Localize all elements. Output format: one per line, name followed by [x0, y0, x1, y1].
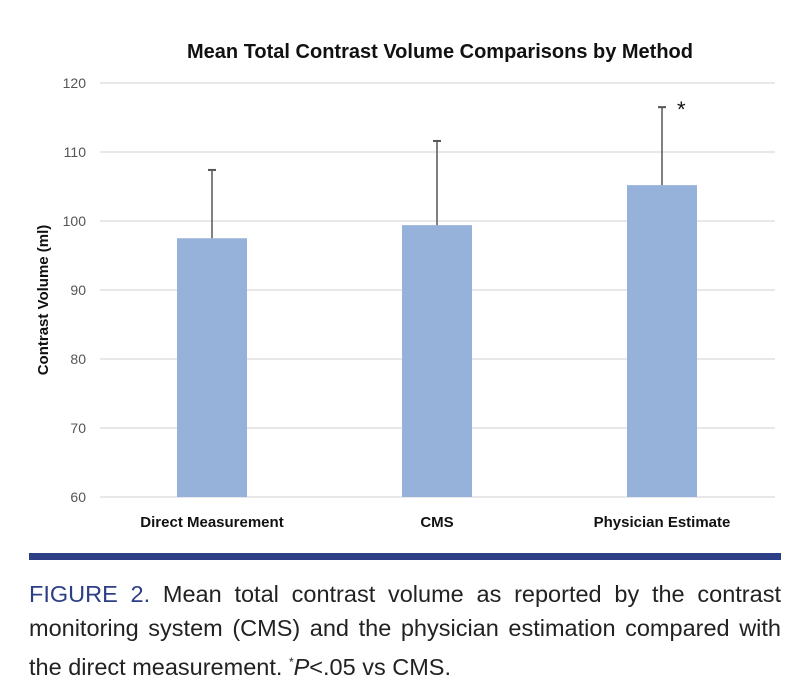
figure-label: FIGURE 2. — [29, 581, 151, 607]
x-tick-label: Physician Estimate — [594, 514, 731, 531]
chart-title: Mean Total Contrast Volume Comparisons b… — [187, 41, 693, 63]
bar-chart: Mean Total Contrast Volume Comparisons b… — [35, 41, 775, 531]
footnote-text: <.05 vs CMS. — [309, 653, 451, 680]
y-tick-label: 80 — [70, 351, 86, 367]
bar — [177, 238, 247, 497]
bar — [402, 225, 472, 497]
footnote-mark: * — [288, 655, 294, 669]
y-tick-label: 110 — [64, 144, 87, 160]
caption-text: Mean total contrast volume as reported b… — [29, 581, 781, 680]
figure-caption: FIGURE 2. Mean total contrast volume as … — [29, 577, 781, 684]
footnote-p: P — [293, 653, 310, 680]
y-axis-label: Contrast Volume (ml) — [35, 225, 52, 376]
y-tick-label: 70 — [70, 420, 86, 436]
y-tick-label: 60 — [70, 489, 86, 505]
y-tick-label: 100 — [63, 213, 87, 229]
caption-divider — [29, 553, 781, 560]
significance-marker: * — [677, 97, 686, 122]
y-tick-label: 120 — [63, 75, 87, 91]
bar — [627, 185, 697, 497]
x-tick-label: CMS — [420, 514, 453, 531]
x-tick-label: Direct Measurement — [140, 514, 283, 531]
y-tick-label: 90 — [70, 282, 86, 298]
